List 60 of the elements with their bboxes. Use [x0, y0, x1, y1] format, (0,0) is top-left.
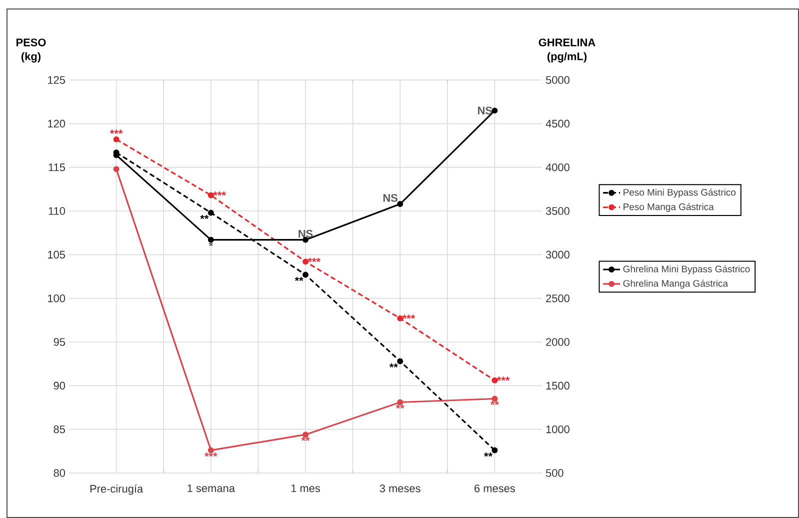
point [208, 236, 214, 243]
legend-label: Peso Manga Gástrica [624, 203, 714, 212]
y2-tick-label: 3500 [546, 207, 570, 215]
y2-tick-label: 2000 [546, 338, 570, 346]
data-label: ** [484, 452, 492, 457]
y2-tick-label: 2500 [546, 294, 570, 302]
data-label: ** [301, 436, 310, 441]
x-tick-label: 1 semana [188, 484, 235, 492]
data-label: *** [402, 314, 416, 319]
x-tick-label: 6 meses [474, 484, 515, 492]
data-label: *** [308, 258, 320, 262]
y2-tick-label: 4500 [546, 120, 570, 128]
point [208, 210, 214, 216]
x-tick-label: 1 mes [291, 484, 320, 492]
y-axis-title: PESO (kg) [16, 38, 46, 62]
point [113, 166, 120, 172]
y-tick-label: 105 [48, 250, 66, 259]
data-label: NS [478, 106, 492, 114]
point [302, 258, 308, 265]
y-tick-label: 100 [48, 294, 66, 302]
y2-tick-label: 5000 [546, 76, 570, 84]
data-label: *** [213, 192, 226, 196]
y2-tick-label: 500 [546, 469, 564, 477]
point [113, 136, 120, 142]
data-label: ** [389, 363, 398, 368]
x-tick-label: Pre-cirugía [90, 484, 144, 495]
point [492, 377, 498, 384]
y-tick-label: 115 [48, 164, 66, 172]
legend-label: Ghrelina Manga Gástrica [623, 280, 728, 289]
data-label: ** [200, 214, 209, 220]
point [302, 272, 308, 278]
point [397, 315, 404, 322]
y-tick-label: 110 [48, 207, 66, 215]
data-label: NS [298, 230, 313, 238]
y2-axis-title: GHRELINA (pg/mL) [538, 38, 596, 62]
y-tick-label: 120 [48, 120, 66, 128]
y2-tick-label: 4000 [546, 163, 570, 172]
point [492, 447, 498, 454]
data-label: ** [396, 404, 404, 409]
point [492, 108, 498, 114]
data-label: NS [383, 194, 398, 202]
y-tick-label: 125 [48, 76, 66, 84]
data-label: *** [110, 130, 123, 134]
y-tick-label: 95 [54, 338, 66, 346]
legend-label: Ghrelina Mini Bypass Gástrico [623, 265, 750, 274]
point [397, 358, 404, 364]
y-tick-label: 85 [54, 425, 66, 434]
data-label: *** [496, 376, 510, 381]
point [208, 192, 214, 198]
data-label: *** [204, 452, 218, 457]
y2-tick-label: 1500 [546, 382, 570, 390]
data-label: ** [490, 400, 499, 406]
y2-tick-label: 3000 [546, 250, 570, 259]
point [397, 201, 404, 208]
y-tick-label: 90 [54, 382, 66, 390]
data-label: ** [294, 276, 304, 282]
y2-tick-label: 1000 [546, 425, 570, 434]
legend-label: Peso Mini Bypass Gástrico [624, 188, 736, 198]
y-tick-label: 80 [54, 469, 66, 477]
x-tick-label: 3 meses [380, 484, 420, 492]
